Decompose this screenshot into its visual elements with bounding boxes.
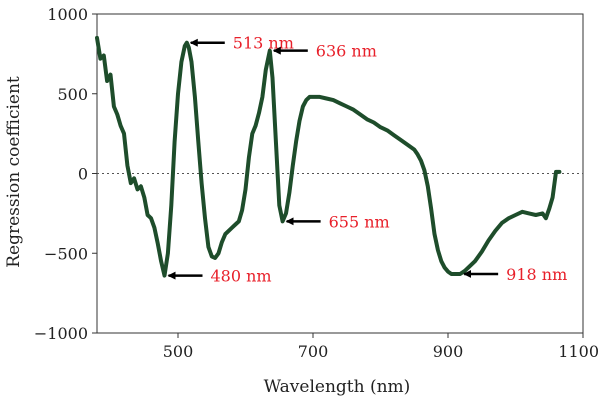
annotation-label: 636 nm xyxy=(316,42,377,61)
axis-labels: Wavelength (nm) Regression coefficient xyxy=(4,76,410,397)
x-axis-title: Wavelength (nm) xyxy=(264,377,411,397)
y-tick-label: 1000 xyxy=(47,5,88,24)
x-tick-label: 1100 xyxy=(558,342,599,361)
y-tick-label: −500 xyxy=(44,244,88,263)
annotation-label: 655 nm xyxy=(329,212,390,231)
plot-frame xyxy=(96,13,584,334)
annotation-label: 918 nm xyxy=(506,265,567,284)
y-tick-label: 500 xyxy=(57,85,88,104)
y-axis-title: Regression coefficient xyxy=(4,76,24,268)
series-line xyxy=(95,35,562,278)
y-tick-label: −1000 xyxy=(34,324,88,343)
x-tick-label: 500 xyxy=(163,342,194,361)
x-tick-label: 700 xyxy=(298,342,329,361)
y-tick-label: 0 xyxy=(78,165,88,184)
x-tick-label: 900 xyxy=(433,342,464,361)
annotation-label: 480 nm xyxy=(211,267,272,286)
